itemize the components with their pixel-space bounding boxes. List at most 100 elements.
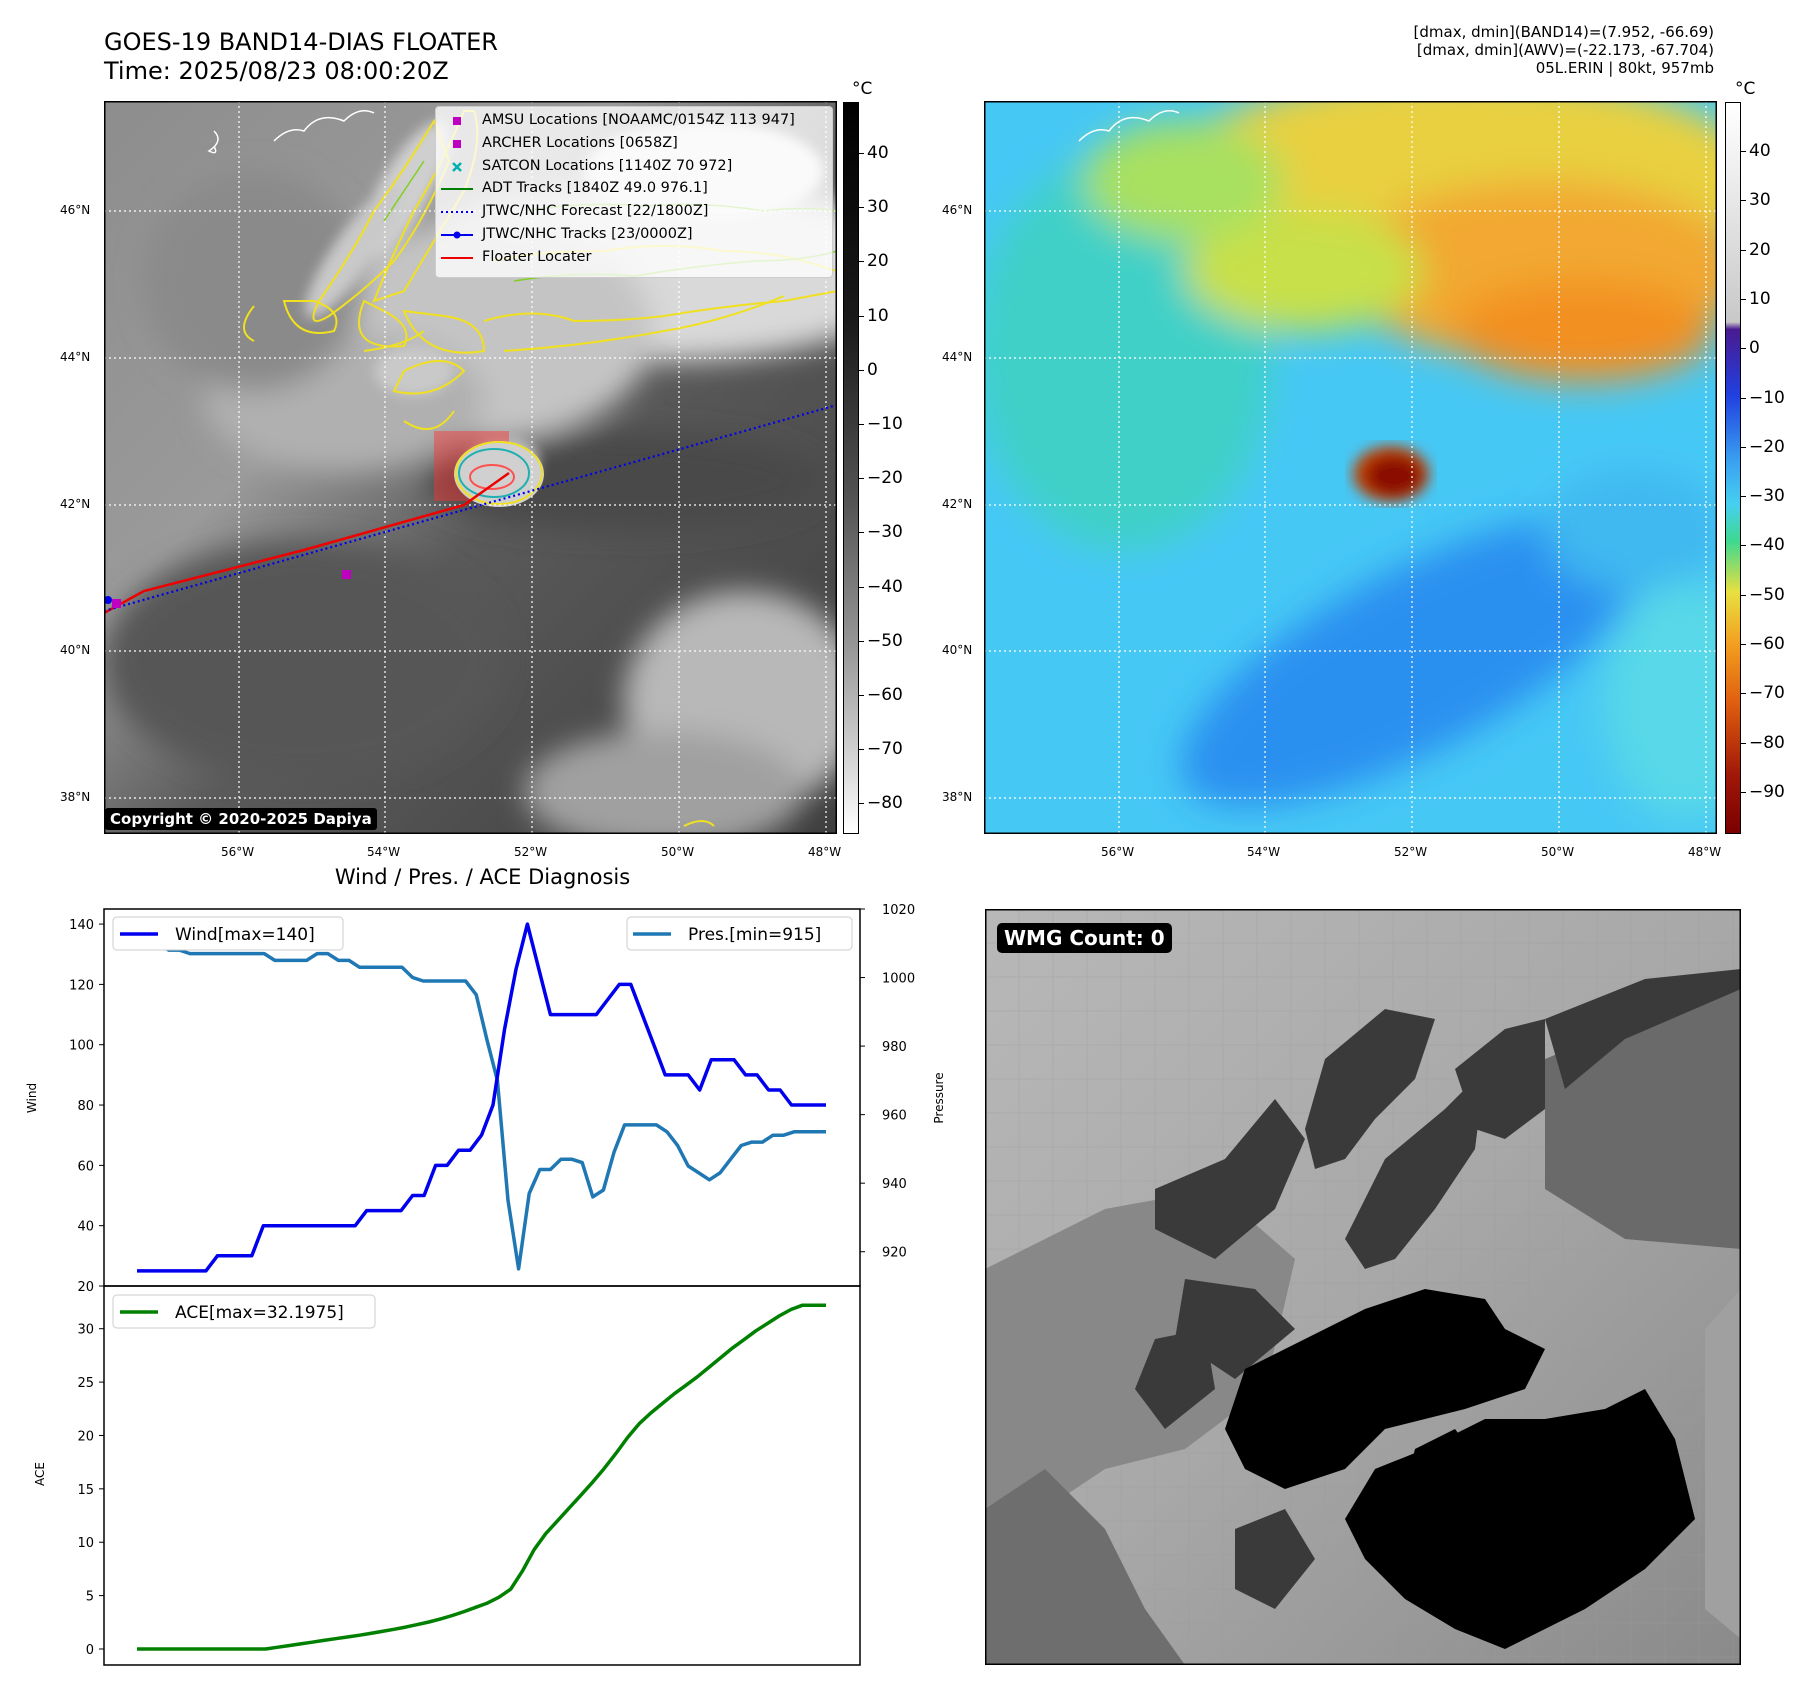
pressure-axis-label: Pressure — [932, 1072, 946, 1123]
map-legend: AMSU Locations [NOAAMC/0154Z 113 947] ARC… — [435, 106, 833, 278]
colorbar-tick-label: −90 — [1749, 781, 1785, 802]
legend-marker-icon — [441, 188, 473, 191]
legend-marker-icon — [453, 139, 461, 148]
storm-core — [454, 441, 544, 507]
colorbar-tick — [859, 424, 864, 425]
colorbar-tick — [1741, 693, 1746, 695]
wind-axis-tick-label: 140 — [69, 918, 94, 933]
floater-locater-track — [103, 471, 510, 615]
wmg-panel[interactable]: WMG Count: 0 — [985, 909, 1741, 1665]
lon-label: 54°W — [1247, 845, 1281, 859]
pressure-axis-tick-label: 980 — [882, 1040, 907, 1055]
ace-axis-tick-label: 15 — [77, 1483, 94, 1498]
copyright-badge: Copyright © 2020-2025 Dapiya — [105, 808, 377, 830]
colorbar-tick — [1741, 397, 1746, 399]
gray-colorbar — [843, 102, 859, 834]
ace-line — [137, 1303, 826, 1651]
lat-label: 44°N — [942, 350, 973, 364]
colorbar-tick-label: −70 — [1749, 683, 1785, 704]
colorbar-tick-label: −10 — [867, 414, 903, 434]
ace-axis-tick-label: 5 — [86, 1590, 94, 1605]
info-awv-range: [dmax, dmin](AWV)=(-22.173, -67.704) — [1416, 41, 1714, 59]
legend-label: AMSU Locations [NOAAMC/0154Z 113 947] — [482, 112, 795, 128]
legend-marker-icon — [453, 117, 461, 125]
lon-label: 50°W — [1541, 845, 1575, 859]
colorbar-tick-label: −10 — [1749, 387, 1785, 408]
colorbar-tick — [1741, 791, 1746, 793]
wind-legend-label: Wind[max=140] — [175, 925, 315, 945]
colorbar-tick — [1741, 249, 1746, 251]
awv-storm-core — [1353, 446, 1429, 502]
colorbar-tick — [859, 261, 864, 263]
pressure-line — [137, 924, 826, 1271]
ace-legend-box — [112, 1294, 376, 1329]
lon-label: 48°W — [1688, 845, 1722, 859]
colorbar-tick — [859, 803, 864, 805]
ace-axis-tick-label: 20 — [77, 1429, 94, 1444]
ace-axis-label: ACE — [33, 1462, 47, 1486]
wmg-dark-regions — [1135, 969, 1741, 1609]
legend-item: JTWC/NHC Tracks [23/0000Z] — [436, 225, 832, 245]
legend-item: Floater Locater — [436, 248, 832, 268]
lon-label: 56°W — [1101, 845, 1135, 859]
coastline — [207, 110, 375, 154]
colorbar-tick-label: 30 — [1749, 190, 1771, 211]
wmg-frame — [985, 909, 1741, 1665]
pressure-axis-tick-label: 960 — [882, 1109, 907, 1124]
awv-coastline — [1078, 110, 1180, 142]
forecast-track — [103, 403, 838, 613]
colorbar-tick — [1741, 644, 1746, 645]
band14-map[interactable]: AMSU Locations [NOAAMC/0154Z 113 947] ARC… — [103, 101, 924, 851]
legend-label: ADT Tracks [1840Z 49.0 976.1] — [482, 180, 708, 197]
colorbar-tick-label: 10 — [1749, 288, 1771, 309]
colorbar-tick-label: −40 — [1749, 535, 1785, 556]
jtwc-track-point — [104, 596, 112, 604]
archer-location-marker — [112, 599, 121, 608]
legend-item: ARCHER Locations [0658Z] — [436, 134, 832, 154]
colorbar-tick-label: 0 — [867, 359, 878, 380]
awv-map[interactable] — [974, 71, 1764, 834]
colorbar-tick-label: −40 — [867, 576, 903, 597]
lon-label: 52°W — [514, 845, 548, 859]
wind-pressure-frame — [103, 908, 861, 1287]
pressure-axis-tick-label: 1020 — [882, 903, 915, 918]
ace-frame — [103, 1285, 861, 1666]
chart-title: GOES-19 BAND14-DIAS FLOATER — [104, 28, 498, 56]
lon-label: 54°W — [367, 845, 401, 859]
colorbar-tick — [1741, 446, 1746, 448]
wind-axis-tick-label: 60 — [77, 1159, 94, 1174]
ace-axis-tick-label: 10 — [77, 1536, 94, 1551]
colorbar-tick-label: −30 — [867, 522, 903, 543]
colorbar-tick-label: −70 — [867, 739, 903, 760]
colorbar-tick — [1741, 200, 1746, 202]
legend-item: JTWC/NHC Forecast [22/1800Z] — [436, 202, 832, 222]
colorbar-tick — [859, 532, 864, 534]
wind-axis-tick-label: 80 — [77, 1099, 94, 1114]
colorbar-tick-label: −20 — [867, 468, 903, 489]
colorbar-tick — [859, 695, 864, 696]
wind-line — [137, 922, 826, 1273]
legend-marker-icon — [441, 256, 473, 259]
colorbar-tick-label: −80 — [1749, 732, 1785, 753]
ace-legend-label: ACE[max=32.1975] — [175, 1303, 344, 1323]
colorbar-tick-label: −30 — [1749, 486, 1785, 507]
colorbar-tick-label: 10 — [867, 305, 889, 326]
legend-item: ADT Tracks [1840Z 49.0 976.1] — [436, 179, 832, 199]
legend-item: AMSU Locations [NOAAMC/0154Z 113 947] — [436, 111, 832, 131]
colorbar-tick-label: −50 — [1749, 584, 1785, 605]
info-storm: 05L.ERIN | 80kt, 957mb — [1535, 59, 1714, 77]
colorbar-tick-label: −60 — [867, 685, 903, 705]
awv-gridlines — [984, 101, 1717, 834]
lat-label: 46°N — [942, 203, 973, 217]
colorbar-tick — [1741, 545, 1746, 547]
pressure-axis-tick-label: 1000 — [882, 972, 915, 987]
legend-marker-icon — [441, 211, 473, 214]
lon-label: 52°W — [1394, 845, 1428, 859]
awv-moisture-fields — [974, 71, 1764, 821]
lat-label: 38°N — [942, 790, 973, 804]
lat-label: 42°N — [60, 497, 91, 511]
colorbar-tick — [859, 315, 864, 317]
colorbar-tick — [1741, 594, 1746, 596]
colorbar-tick-label: −80 — [867, 793, 903, 814]
ace-axis-tick-label: 25 — [77, 1376, 94, 1391]
